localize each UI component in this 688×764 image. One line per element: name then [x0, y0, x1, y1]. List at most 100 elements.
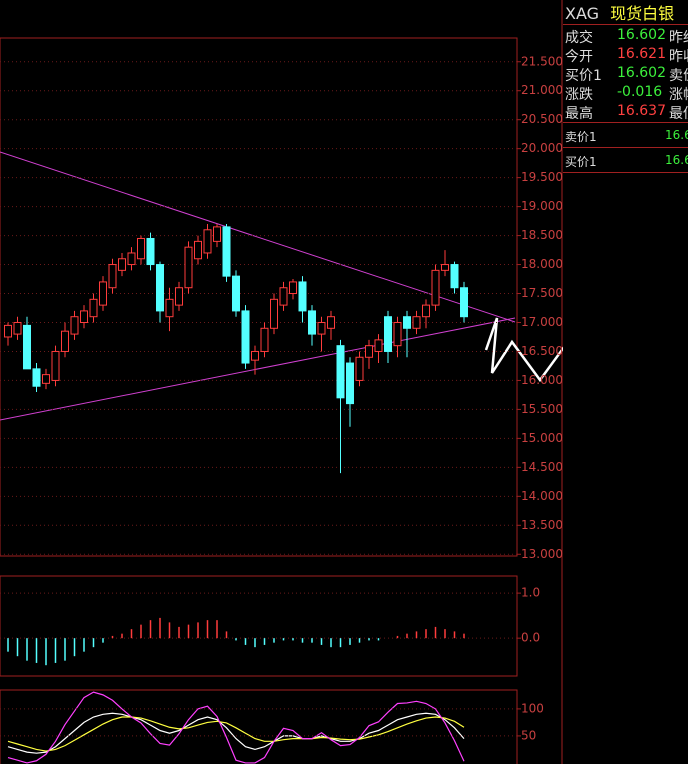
candle-body — [251, 350, 259, 361]
y-tick-label: 17.500 — [521, 286, 563, 300]
price-frame — [0, 37, 518, 557]
y-tick-label: 1.0 — [521, 586, 540, 600]
candle-body — [270, 298, 278, 329]
quote-label: 卖价1 — [669, 68, 688, 84]
book-value: 16.602 — [665, 128, 688, 142]
candle-body — [127, 252, 136, 266]
candle-body — [374, 339, 383, 352]
candle-body — [70, 316, 79, 335]
book-value: 16.602 — [665, 153, 688, 167]
y-tick-label: 16.500 — [521, 344, 563, 358]
candle-body — [42, 374, 50, 384]
quote-row: 最高 16.637最低 — [563, 103, 688, 122]
y-tick-label: 15.500 — [521, 402, 563, 416]
quote-row: 买价1 16.602卖价1 — [563, 65, 688, 84]
candle-body — [450, 264, 459, 289]
y-tick-label: 15.000 — [521, 431, 563, 445]
forecast-arrow — [484, 317, 563, 383]
macd-frame — [0, 575, 518, 677]
chart: 13.000 13.500 14.000 14.500 15.000 15.500 16.0… — [0, 0, 563, 764]
y-tick-label: 100 — [521, 701, 544, 715]
candle-body — [165, 298, 174, 318]
quote-value: -0.016 — [617, 84, 663, 100]
y-tick-label: 20.500 — [521, 112, 563, 126]
y-tick-label: 16.000 — [521, 373, 563, 387]
symbol: XAG — [565, 4, 600, 23]
quote-row: 今开 16.621昨收 — [563, 46, 688, 65]
candle-body — [222, 226, 231, 277]
candle-body — [108, 264, 117, 289]
y-tick-label: 13.000 — [521, 547, 563, 561]
kdj-frame — [0, 689, 518, 764]
candle-body — [99, 281, 107, 306]
candle-body — [336, 345, 345, 399]
candle-body — [4, 324, 12, 338]
candle-body — [365, 345, 373, 358]
candle-body — [441, 264, 449, 271]
candle-body — [412, 316, 421, 329]
candle-body — [298, 281, 307, 312]
book-row: 买价1 16.602 — [563, 148, 688, 173]
candle-body — [241, 310, 250, 364]
candle-body — [317, 321, 326, 335]
candle-body — [118, 258, 126, 271]
y-tick-label: 13.500 — [521, 518, 563, 532]
book-label: 卖价1 — [565, 130, 597, 144]
quote-row: 涨跌 -0.016 涨幅 — [563, 84, 688, 103]
y-tick-label: 21.500 — [521, 54, 563, 68]
y-tick-label: 20.000 — [521, 141, 563, 155]
y-tick-label: 18.500 — [521, 228, 563, 242]
quote-panel: XAG 现货白银 成交16.602昨结今开16.621昨收买价116.602卖价… — [563, 0, 688, 764]
y-tick-label: 19.500 — [521, 170, 563, 184]
y-tick-label: 0.0 — [521, 631, 540, 645]
candle-body — [422, 304, 430, 318]
quote-value: 16.602 — [617, 65, 666, 81]
quote-value: 16.602 — [617, 27, 666, 43]
candle-body — [32, 368, 41, 387]
candle-body — [346, 362, 354, 405]
candle-body — [355, 356, 364, 381]
quote-label: 最低 — [669, 106, 688, 122]
candle-body — [89, 298, 98, 318]
candle-body — [175, 287, 183, 306]
book-row: 卖价1 16.602 — [563, 123, 688, 148]
quote-label: 买价1 — [565, 68, 602, 84]
candle-body — [232, 275, 240, 312]
candle-body — [384, 316, 392, 352]
candle-body — [13, 321, 22, 335]
kdj-line — [7, 712, 465, 754]
quote-label: 最高 — [565, 106, 593, 122]
y-tick-label: 21.000 — [521, 83, 563, 97]
quote-label: 涨跌 — [565, 87, 593, 103]
candle-body — [194, 240, 202, 260]
quote-label: 涨幅 — [669, 87, 688, 103]
candle-body — [260, 327, 269, 352]
quote-label: 成交 — [565, 30, 593, 46]
y-tick-label: 14.500 — [521, 460, 563, 474]
quote-value: 16.621 — [617, 46, 666, 62]
quote-value: 16.637 — [617, 103, 666, 119]
instrument-name: 现货白银 — [610, 4, 675, 23]
quote-label: 昨收 — [669, 49, 688, 65]
candle-body — [393, 321, 402, 347]
kdj-line — [7, 716, 465, 752]
candle-body — [308, 310, 316, 335]
y-tick-label: 17.000 — [521, 315, 563, 329]
candle-body — [51, 350, 60, 381]
y-tick-label: 18.000 — [521, 257, 563, 271]
candle-body — [213, 226, 221, 242]
candle-body — [61, 330, 69, 352]
kdj-line — [7, 691, 465, 764]
candle-body — [279, 287, 288, 306]
candle-body — [327, 316, 335, 329]
y-tick-label: 50 — [521, 728, 536, 742]
candle-body — [203, 229, 212, 254]
y-tick-label: 14.000 — [521, 489, 563, 503]
trendline — [0, 151, 516, 323]
quote-label: 昨结 — [669, 30, 688, 46]
trendline — [0, 317, 516, 421]
candle-body — [23, 324, 31, 370]
quote-row: 成交 16.602昨结 — [563, 27, 688, 46]
candle-body — [80, 310, 88, 323]
